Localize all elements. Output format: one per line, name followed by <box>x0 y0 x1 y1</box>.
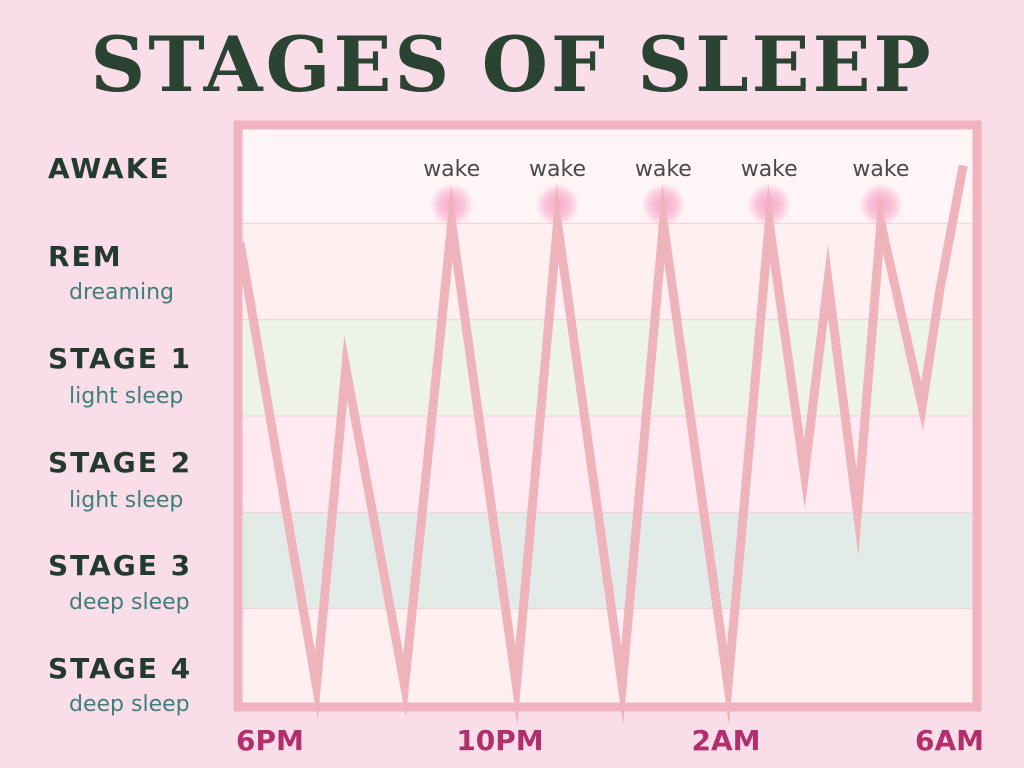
stage-band <box>240 608 975 705</box>
stage-subtitle-stage3: deep sleep <box>69 590 190 615</box>
stage-band <box>240 223 975 320</box>
time-tick-label: 6PM <box>236 724 304 757</box>
wake-annotation-label: wake <box>529 157 586 182</box>
wake-annotation-label: wake <box>635 157 692 182</box>
stage-label-stage2: STAGE 2 <box>48 446 193 479</box>
page-title: STAGES OF SLEEP <box>90 20 934 109</box>
stage-label-awake: AWAKE <box>48 152 171 185</box>
time-tick-label: 6AM <box>914 724 984 757</box>
stage-subtitle-stage4: deep sleep <box>69 692 190 717</box>
time-tick-label: 2AM <box>691 724 761 757</box>
time-tick-label: 10PM <box>456 724 544 757</box>
stage-band <box>240 127 975 224</box>
stage-label-rem: REM <box>48 240 123 273</box>
wake-annotation-label: wake <box>423 157 480 182</box>
chart-frame <box>233 120 982 712</box>
stage-label-stage3: STAGE 3 <box>48 549 193 582</box>
wake-annotation-label: wake <box>852 157 909 182</box>
sleep-cycle-line <box>235 164 968 726</box>
stage-label-stage4: STAGE 4 <box>48 652 193 685</box>
stage-band <box>240 319 975 416</box>
stage-subtitle-stage1: light sleep <box>69 384 184 409</box>
stage-subtitle-rem: dreaming <box>69 280 174 305</box>
stage-label-stage1: STAGE 1 <box>48 342 193 375</box>
wake-annotation-label: wake <box>741 157 798 182</box>
stage-subtitle-stage2: light sleep <box>69 488 184 513</box>
